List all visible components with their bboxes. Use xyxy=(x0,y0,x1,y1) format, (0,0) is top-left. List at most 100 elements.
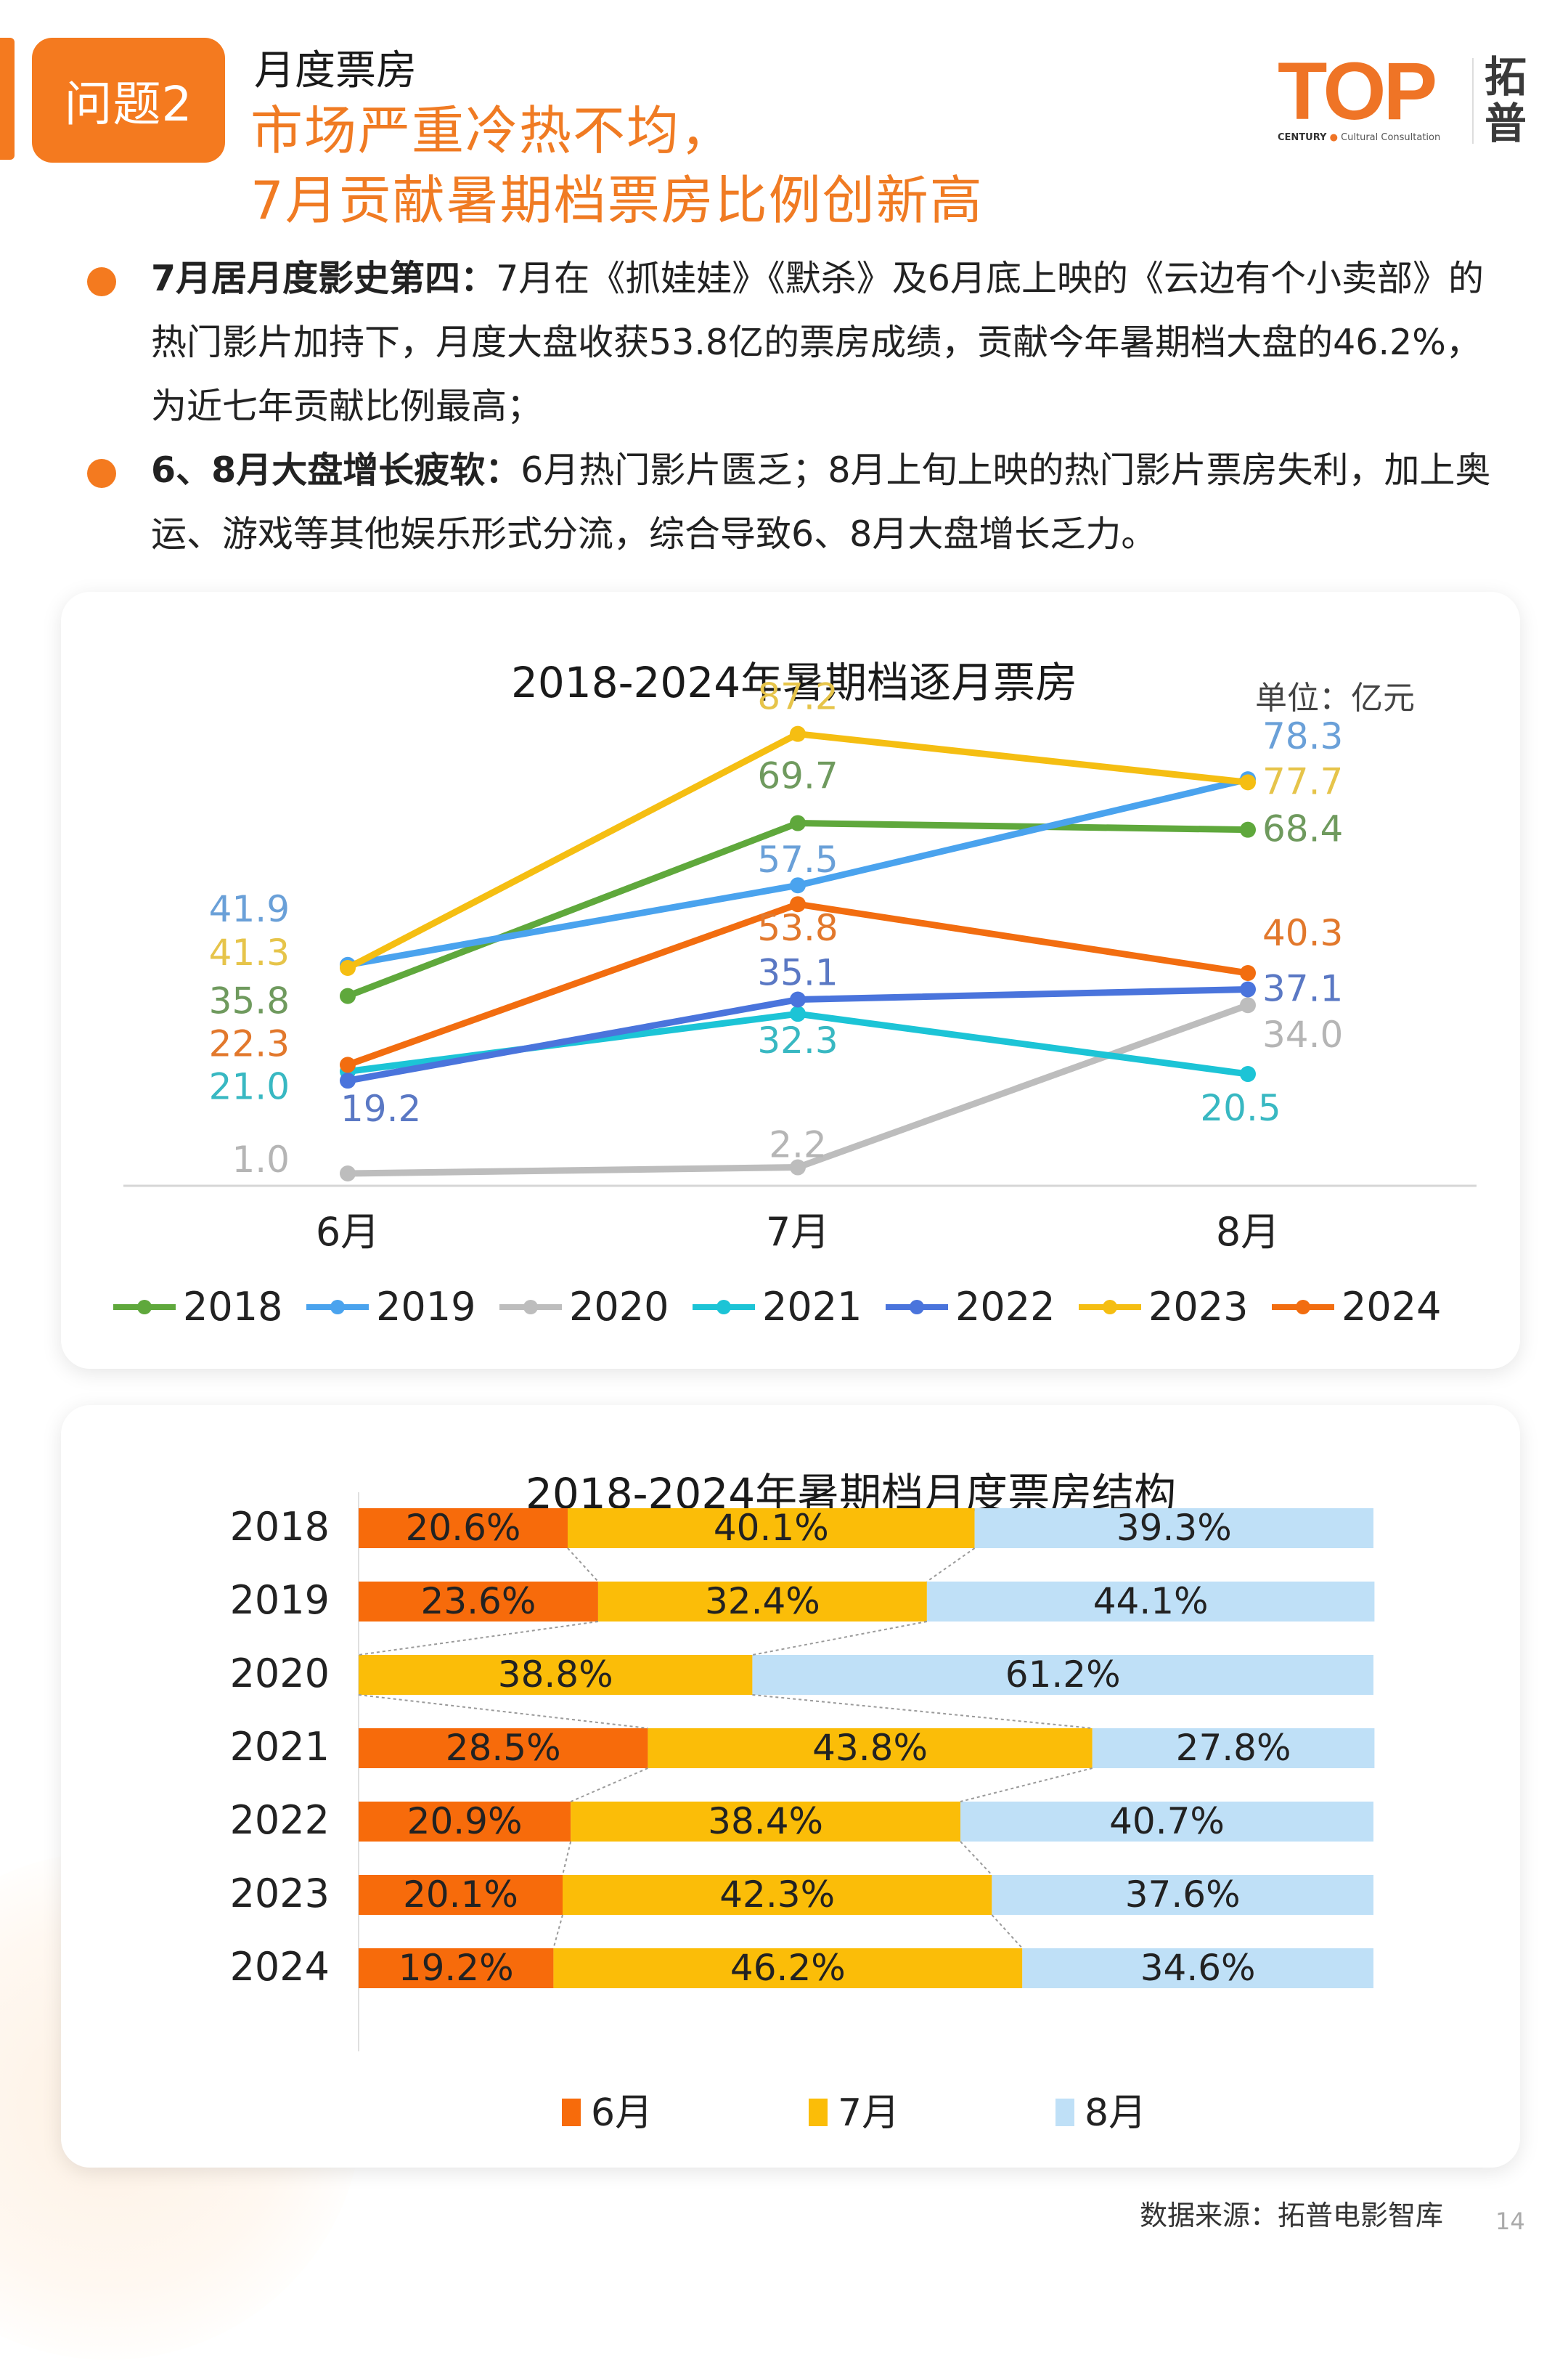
connector-line xyxy=(752,1621,928,1656)
y-tick-label: 2018 xyxy=(230,1504,330,1550)
legend-marker-icon xyxy=(716,1300,731,1314)
logo-chinese: 拓普 xyxy=(1485,52,1527,148)
legend-label: 8月 xyxy=(1085,2091,1146,2135)
bar-label: 38.4% xyxy=(708,1800,823,1842)
bar-segment-2024-7月 xyxy=(553,1948,1023,1988)
legend-label: 2022 xyxy=(955,1284,1055,1330)
data-point-2018 xyxy=(790,815,806,831)
legend-marker-icon xyxy=(137,1300,152,1314)
bar-label: 32.4% xyxy=(705,1580,820,1622)
data-point-2024 xyxy=(790,896,806,913)
bar-label: 38.8% xyxy=(498,1653,613,1696)
data-label-2018: 35.8 xyxy=(209,980,290,1022)
connector-line xyxy=(552,1914,563,1949)
legend-label: 2020 xyxy=(569,1284,669,1330)
legend-marker-icon xyxy=(1296,1300,1310,1314)
bullet-dot-icon xyxy=(87,459,116,488)
bar-segment-2022-8月 xyxy=(960,1802,1373,1842)
bar-segment-2019-6月 xyxy=(359,1582,598,1622)
brand-logo: TOP CENTURY ● Cultural Consultation 拓普 xyxy=(1278,51,1539,152)
bar-segment-2019-7月 xyxy=(597,1582,927,1622)
bar-segment-2024-8月 xyxy=(1022,1948,1373,1988)
bar-label: 20.1% xyxy=(403,1873,518,1916)
line-chart-title: 2018-2024年暑期档逐月票房 xyxy=(511,658,1078,707)
legend-item-2024: 2024 xyxy=(1272,1284,1441,1330)
x-tick-label: 6月 xyxy=(316,1209,380,1255)
data-point-2020 xyxy=(790,1159,806,1176)
y-tick-label: 2021 xyxy=(230,1724,330,1770)
legend-label: 2023 xyxy=(1148,1284,1248,1330)
bullet-list: 7月居月度影史第四：7月在《抓娃娃》《默杀》及6月底上映的《云边有个小卖部》的热… xyxy=(87,247,1510,566)
bullet-text: 7月在《抓娃娃》《默杀》及6月底上映的《云边有个小卖部》的热门影片加持下，月度大… xyxy=(151,258,1484,427)
logo-tagline-text: Cultural Consultation xyxy=(1341,132,1441,143)
bar-label: 40.1% xyxy=(714,1507,829,1549)
data-point-2018 xyxy=(340,988,356,1004)
x-tick-label: 8月 xyxy=(1216,1209,1280,1255)
data-point-2020 xyxy=(340,1165,356,1181)
data-label-2023: 77.7 xyxy=(1262,760,1343,802)
data-point-2023 xyxy=(790,725,806,742)
bullet-dot-icon xyxy=(87,267,116,296)
bar-label: 43.8% xyxy=(812,1727,928,1769)
x-tick-label: 7月 xyxy=(766,1209,830,1255)
data-point-2023 xyxy=(340,959,356,976)
data-label-2024: 22.3 xyxy=(209,1022,290,1065)
logo-dot-icon: ● xyxy=(1329,132,1338,143)
connector-line xyxy=(960,1767,1093,1802)
bar-segment-2022-6月 xyxy=(359,1802,571,1842)
y-tick-label: 2019 xyxy=(230,1577,330,1623)
line-chart-card: 2018-2024年暑期档逐月票房 单位：亿元 35.8 69.7 68.4 41.9… xyxy=(61,592,1520,1369)
connector-line xyxy=(358,1694,648,1729)
stacked-bar-chart: 2018 20.6% 40.1% 39.3% 2019 23.6% 32.4% 44.1% 20… xyxy=(230,1492,1375,2135)
legend-label: 2019 xyxy=(376,1284,475,1330)
data-source: 数据来源：拓普电影智库 xyxy=(1140,2200,1444,2231)
data-point-2024 xyxy=(340,1057,356,1073)
bar-segment-2021-7月 xyxy=(648,1728,1093,1768)
unit-label: 单位：亿元 xyxy=(1255,680,1415,717)
bar-label: 61.2% xyxy=(1005,1653,1121,1696)
bar-label: 42.3% xyxy=(719,1873,835,1916)
bullet-lead: 6、8月大盘增长疲软： xyxy=(151,449,521,491)
logo-tagline-bold: CENTURY xyxy=(1278,132,1327,143)
bar-segment-2023-6月 xyxy=(359,1875,563,1915)
bar-label: 20.6% xyxy=(406,1507,521,1549)
bar-label: 27.8% xyxy=(1176,1727,1291,1769)
data-point-2020 xyxy=(1240,997,1256,1014)
headline-line-2: 7月贡献暑期档票房比例创新高 xyxy=(250,170,984,231)
bar-segment-2023-8月 xyxy=(992,1875,1373,1915)
bullet-item: 7月居月度影史第四：7月在《抓娃娃》《默杀》及6月底上映的《云边有个小卖部》的热… xyxy=(87,247,1510,439)
legend-label: 2021 xyxy=(762,1284,862,1330)
question-badge: 问题2 xyxy=(32,38,225,163)
data-label-2022: 35.1 xyxy=(757,952,838,994)
data-label-2022: 19.2 xyxy=(340,1088,421,1130)
legend-label: 2018 xyxy=(183,1284,282,1330)
data-label-2020: 2.2 xyxy=(769,1124,827,1166)
legend-label: 2024 xyxy=(1342,1284,1441,1330)
bar-label: 19.2% xyxy=(399,1947,514,1989)
line-chart: 35.8 69.7 68.4 41.9 57.5 78.3 1.0 2.2 34.0 21.0 32… xyxy=(113,676,1477,1330)
data-point-2022 xyxy=(340,1073,356,1089)
connector-line xyxy=(926,1547,976,1582)
y-tick-label: 2024 xyxy=(230,1944,330,1990)
data-label-2020: 1.0 xyxy=(232,1139,290,1181)
bar-segment-2018-6月 xyxy=(359,1508,568,1548)
legend-label: 6月 xyxy=(591,2091,653,2135)
headline: 市场严重冷热不均， 7月贡献暑期档票房比例创新高 xyxy=(250,96,984,235)
data-label-2021: 20.5 xyxy=(1200,1087,1281,1129)
bar-segment-2024-6月 xyxy=(359,1948,554,1988)
bar-chart-card: 2018-2024年暑期档月度票房结构 2018 20.6% 40.1% 39.3% 2… xyxy=(61,1405,1520,2168)
data-label-2018: 69.7 xyxy=(757,755,838,797)
data-label-2019: 57.5 xyxy=(757,839,838,881)
page-number: 14 xyxy=(1495,2208,1525,2235)
legend-item-2022: 2022 xyxy=(886,1284,1055,1330)
accent-bar xyxy=(0,38,15,160)
bar-label: 44.1% xyxy=(1093,1580,1209,1622)
data-label-2024: 40.3 xyxy=(1262,912,1343,954)
connector-line xyxy=(567,1547,599,1582)
y-tick-label: 2020 xyxy=(230,1651,330,1696)
data-point-2024 xyxy=(1240,965,1256,982)
legend-swatch-icon xyxy=(562,2099,581,2126)
bar-segment-2021-6月 xyxy=(359,1728,648,1768)
bar-segment-2022-7月 xyxy=(571,1802,961,1842)
bar-segment-2018-8月 xyxy=(974,1508,1373,1548)
